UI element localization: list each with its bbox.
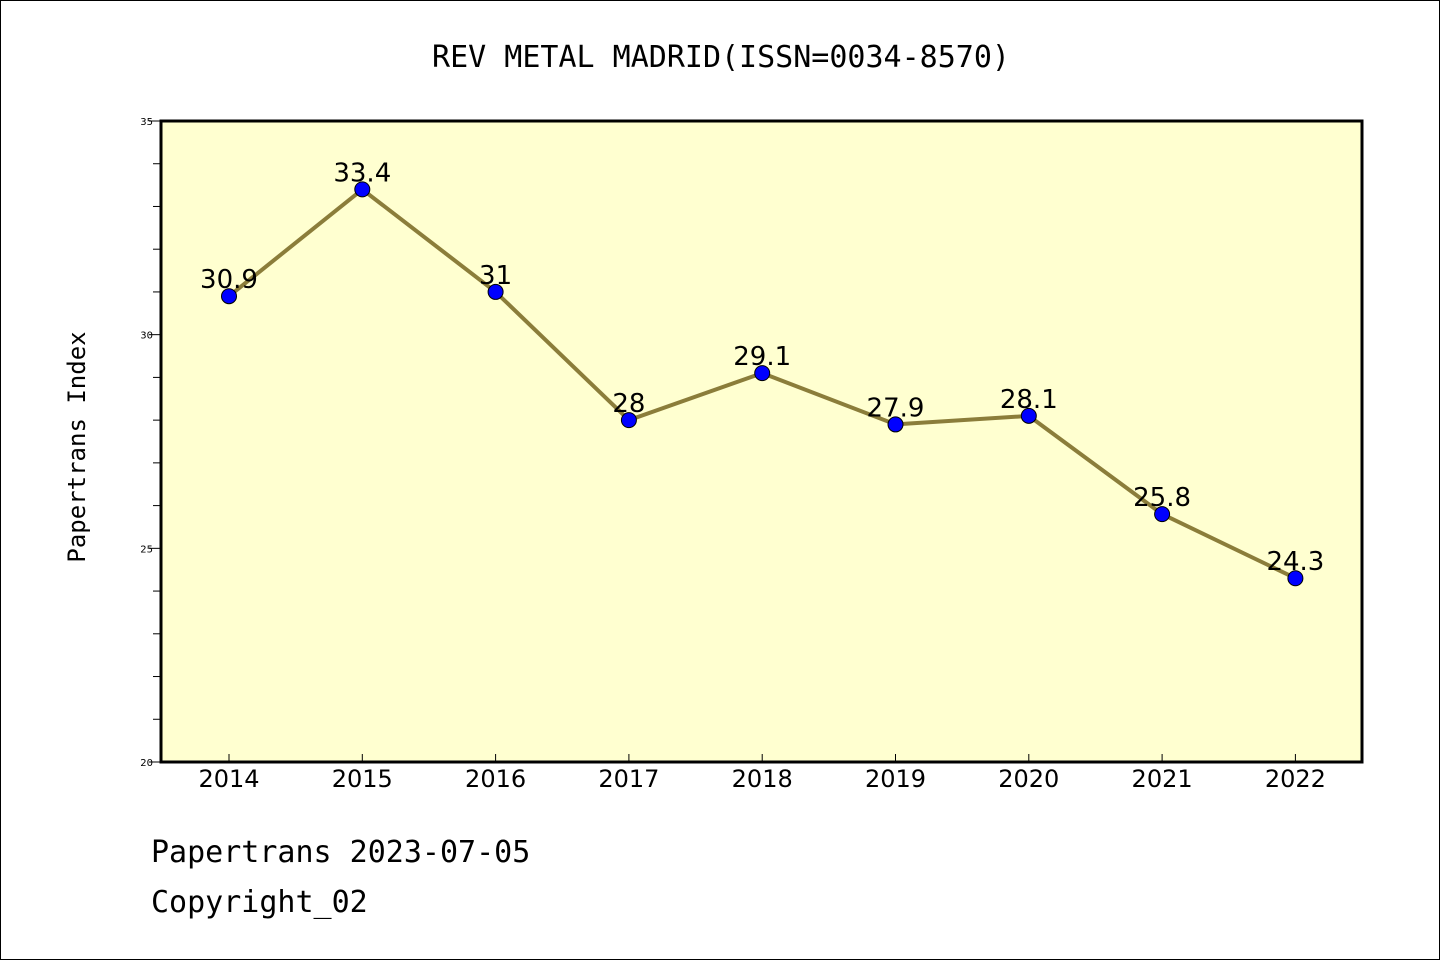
data-point bbox=[1020, 407, 1037, 424]
x-tick-label: 2019 bbox=[865, 765, 926, 793]
data-label: 25.8 bbox=[1133, 483, 1191, 513]
y-tick-label: 35 bbox=[140, 117, 153, 128]
x-tick-label: 2018 bbox=[732, 765, 793, 793]
data-labels: 30.9 33.4 31 28 29.1 27.9 28.1 25.8 24.3 bbox=[200, 158, 1324, 577]
x-tick-label: 2017 bbox=[598, 765, 659, 793]
data-label: 24.3 bbox=[1266, 547, 1324, 577]
plot-area bbox=[159, 119, 1364, 764]
y-axis-ticks: 20 25 30 35 bbox=[140, 117, 161, 769]
data-label: 27.9 bbox=[867, 393, 925, 423]
data-point bbox=[221, 288, 237, 305]
x-tick-label: 2014 bbox=[198, 765, 259, 793]
data-point bbox=[1287, 570, 1304, 587]
data-point bbox=[354, 181, 371, 198]
x-tick-label: 2020 bbox=[998, 765, 1059, 793]
x-tick-label: 2015 bbox=[332, 765, 393, 793]
x-tick-label: 2021 bbox=[1132, 765, 1193, 793]
data-label: 30.9 bbox=[200, 265, 258, 295]
x-axis-ticks: 2014 2015 2016 2017 2018 2019 2020 2021 2022 bbox=[198, 754, 1326, 793]
y-axis-label: Papertrans Index bbox=[63, 331, 91, 562]
data-label: 33.4 bbox=[333, 158, 391, 188]
y-tick-label: 25 bbox=[140, 544, 153, 555]
footer-date-line: Papertrans 2023-07-05 bbox=[151, 835, 531, 870]
data-point bbox=[487, 283, 504, 300]
data-point bbox=[887, 416, 904, 433]
x-tick-label: 2022 bbox=[1265, 765, 1326, 793]
footer-copyright-line: Copyright_02 bbox=[151, 885, 368, 920]
data-markers bbox=[221, 181, 1304, 587]
data-point bbox=[1154, 506, 1171, 523]
y-tick-label: 20 bbox=[140, 758, 153, 769]
y-tick-label: 30 bbox=[140, 331, 153, 342]
data-label: 31 bbox=[479, 261, 512, 291]
data-point bbox=[754, 365, 771, 382]
x-tick-label: 2016 bbox=[465, 765, 526, 793]
data-point bbox=[620, 412, 637, 429]
data-label: 28.1 bbox=[1000, 385, 1058, 415]
data-label: 28 bbox=[612, 389, 645, 419]
data-label: 29.1 bbox=[733, 342, 791, 372]
chart-title: REV METAL MADRID(ISSN=0034-8570) bbox=[432, 40, 1010, 75]
